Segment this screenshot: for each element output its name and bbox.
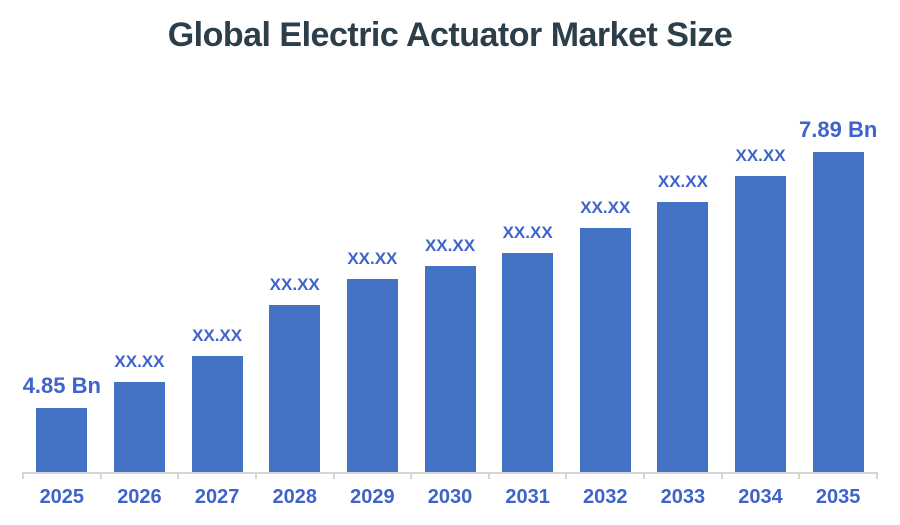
x-axis-tick bbox=[22, 472, 24, 479]
bar-value-label-2033: XX.XX bbox=[657, 172, 708, 191]
x-axis-tick bbox=[643, 472, 646, 479]
x-axis-tick bbox=[876, 472, 878, 479]
x-axis-tick bbox=[332, 472, 335, 479]
x-axis-label-2034: 2034 bbox=[738, 486, 783, 508]
x-axis-line bbox=[23, 472, 877, 474]
x-axis-tick bbox=[254, 472, 257, 479]
x-axis-label-2032: 2032 bbox=[583, 486, 628, 508]
bar-2025 bbox=[36, 408, 88, 472]
bar-2026 bbox=[113, 382, 165, 472]
bar-2030 bbox=[424, 266, 476, 472]
x-axis-label-2027: 2027 bbox=[194, 486, 240, 508]
x-axis-label-2025: 2025 bbox=[39, 486, 85, 508]
bar-value-label-2034: XX.XX bbox=[735, 146, 786, 165]
bar-value-label-2029: XX.XX bbox=[347, 249, 398, 268]
x-axis-tick bbox=[798, 472, 801, 479]
x-axis-tick bbox=[720, 472, 723, 479]
bar-value-label-2028: XX.XX bbox=[269, 275, 320, 294]
x-axis-tick bbox=[410, 472, 413, 479]
bar-2028 bbox=[269, 305, 321, 472]
x-axis-label-2026: 2026 bbox=[117, 486, 162, 508]
chart-title: Global Electric Actuator Market Size bbox=[167, 16, 733, 54]
bar-2033 bbox=[657, 202, 709, 472]
bar-2032 bbox=[579, 228, 631, 472]
x-axis-tick bbox=[565, 472, 568, 479]
x-axis-label-2030: 2030 bbox=[427, 486, 473, 508]
x-axis-tick bbox=[99, 472, 102, 479]
x-axis-label-2028: 2028 bbox=[272, 486, 317, 508]
bar-value-label-2026: XX.XX bbox=[114, 352, 165, 371]
bar-value-label-2025: 4.85 Bn bbox=[22, 373, 101, 398]
bar-2035 bbox=[812, 152, 864, 472]
bar-value-label-2035: 7.89 Bn bbox=[799, 117, 878, 142]
bar-value-label-2027: XX.XX bbox=[192, 326, 243, 345]
x-axis-label-2033: 2033 bbox=[660, 486, 706, 508]
bar-2034 bbox=[735, 176, 787, 472]
bar-value-label-2032: XX.XX bbox=[580, 198, 631, 217]
bar-2027 bbox=[191, 356, 243, 472]
x-axis-tick bbox=[487, 472, 490, 479]
bar-value-label-2030: XX.XX bbox=[424, 236, 476, 255]
bar-value-label-2031: XX.XX bbox=[502, 223, 553, 242]
x-axis-tick bbox=[177, 472, 180, 479]
bar-2029 bbox=[346, 279, 398, 472]
x-axis-label-2031: 2031 bbox=[505, 486, 550, 508]
bar-2031 bbox=[502, 253, 554, 472]
x-axis-label-2035: 2035 bbox=[815, 486, 861, 508]
x-axis-label-2029: 2029 bbox=[350, 486, 395, 508]
